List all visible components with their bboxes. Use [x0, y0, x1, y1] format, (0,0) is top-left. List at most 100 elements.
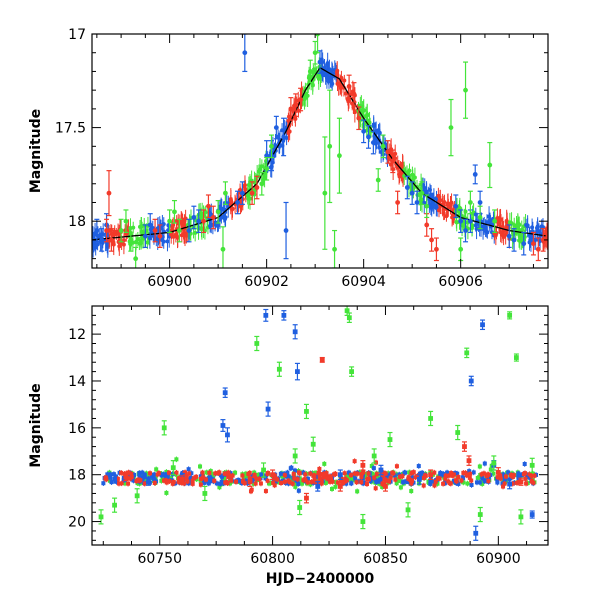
data-point — [337, 484, 343, 489]
band-point — [411, 470, 416, 475]
band-point — [374, 472, 379, 477]
band-point — [317, 477, 322, 482]
band-point — [164, 475, 169, 480]
band-point — [371, 473, 376, 478]
data-point — [298, 97, 303, 102]
data-point — [356, 115, 362, 121]
band-point — [164, 480, 169, 485]
data-point — [477, 200, 483, 205]
band-point — [354, 480, 359, 485]
band-point — [481, 471, 486, 476]
band-point — [469, 478, 474, 483]
band-point — [114, 474, 119, 479]
cluster-point — [343, 91, 348, 96]
band-point — [115, 476, 120, 481]
band-point — [409, 481, 414, 486]
band-point — [317, 466, 322, 471]
data-point — [405, 507, 411, 513]
band-point — [243, 471, 248, 476]
band-point — [159, 478, 164, 483]
data-point — [506, 233, 512, 239]
data-point — [344, 308, 350, 314]
cluster-point — [334, 70, 339, 75]
band-point — [456, 475, 461, 480]
band-point — [218, 481, 223, 486]
band-point — [352, 459, 357, 464]
band-point — [341, 480, 346, 485]
data-point — [319, 357, 325, 363]
band-point — [366, 476, 371, 481]
band-point — [268, 480, 273, 485]
data-point — [351, 91, 357, 97]
band-point — [290, 481, 295, 486]
band-point — [388, 475, 393, 480]
band-point — [421, 475, 426, 480]
band-point — [386, 473, 391, 478]
band-point — [276, 480, 281, 485]
band-point — [184, 477, 189, 482]
band-point — [413, 475, 418, 480]
band-point — [321, 475, 326, 480]
data-point — [123, 218, 129, 224]
data-point — [273, 125, 279, 130]
band-point — [164, 490, 169, 495]
band-point — [441, 481, 446, 486]
y-tick-label: 16 — [68, 421, 86, 437]
data-point — [458, 246, 464, 252]
data-point — [254, 341, 260, 346]
data-point — [225, 432, 230, 438]
band-point — [450, 473, 455, 478]
band-point — [530, 471, 535, 476]
band-point — [485, 472, 490, 477]
cluster-point — [515, 225, 520, 230]
band-point — [353, 476, 358, 481]
cluster-point — [498, 217, 503, 222]
band-point — [209, 477, 214, 482]
cluster-point — [554, 237, 558, 241]
cluster-point — [558, 237, 562, 241]
band-point — [402, 470, 407, 475]
band-point — [134, 479, 139, 484]
cluster-point — [276, 134, 281, 139]
cluster-point — [222, 217, 227, 222]
cluster-point — [551, 225, 555, 229]
cluster-point — [553, 227, 557, 231]
cluster-point — [500, 224, 505, 229]
band-point — [273, 479, 278, 484]
data-point — [467, 218, 473, 224]
data-point — [307, 69, 313, 74]
data-point — [322, 190, 328, 196]
band-point — [352, 471, 357, 476]
cluster-point — [379, 149, 384, 154]
band-point — [316, 470, 321, 475]
band-point — [443, 480, 448, 485]
data-point — [458, 218, 464, 224]
band-point — [500, 481, 505, 486]
x-axis-label: HJD−2400000 — [266, 571, 375, 587]
cluster-point — [444, 214, 449, 219]
y-tick-label: 12 — [68, 327, 86, 343]
band-point — [214, 481, 219, 486]
band-point — [248, 489, 253, 494]
data-point — [210, 215, 216, 220]
data-point — [327, 143, 333, 149]
x-tick-label: 60900 — [147, 274, 192, 290]
band-point — [338, 478, 343, 483]
cluster-point — [556, 233, 560, 237]
band-point — [443, 473, 448, 478]
band-point — [229, 478, 234, 483]
y-tick-label: 18 — [68, 468, 86, 484]
band-point — [303, 478, 308, 483]
data-point — [152, 228, 158, 233]
y-tick-label: 20 — [68, 515, 86, 531]
band-point — [488, 467, 493, 472]
cluster-point — [488, 218, 493, 223]
band-point — [349, 481, 354, 486]
data-point — [295, 369, 300, 375]
band-point — [369, 463, 374, 468]
band-point — [463, 470, 468, 475]
band-point — [330, 479, 335, 484]
cluster-point — [424, 189, 429, 194]
band-point — [342, 471, 347, 476]
cluster-point — [484, 229, 489, 234]
